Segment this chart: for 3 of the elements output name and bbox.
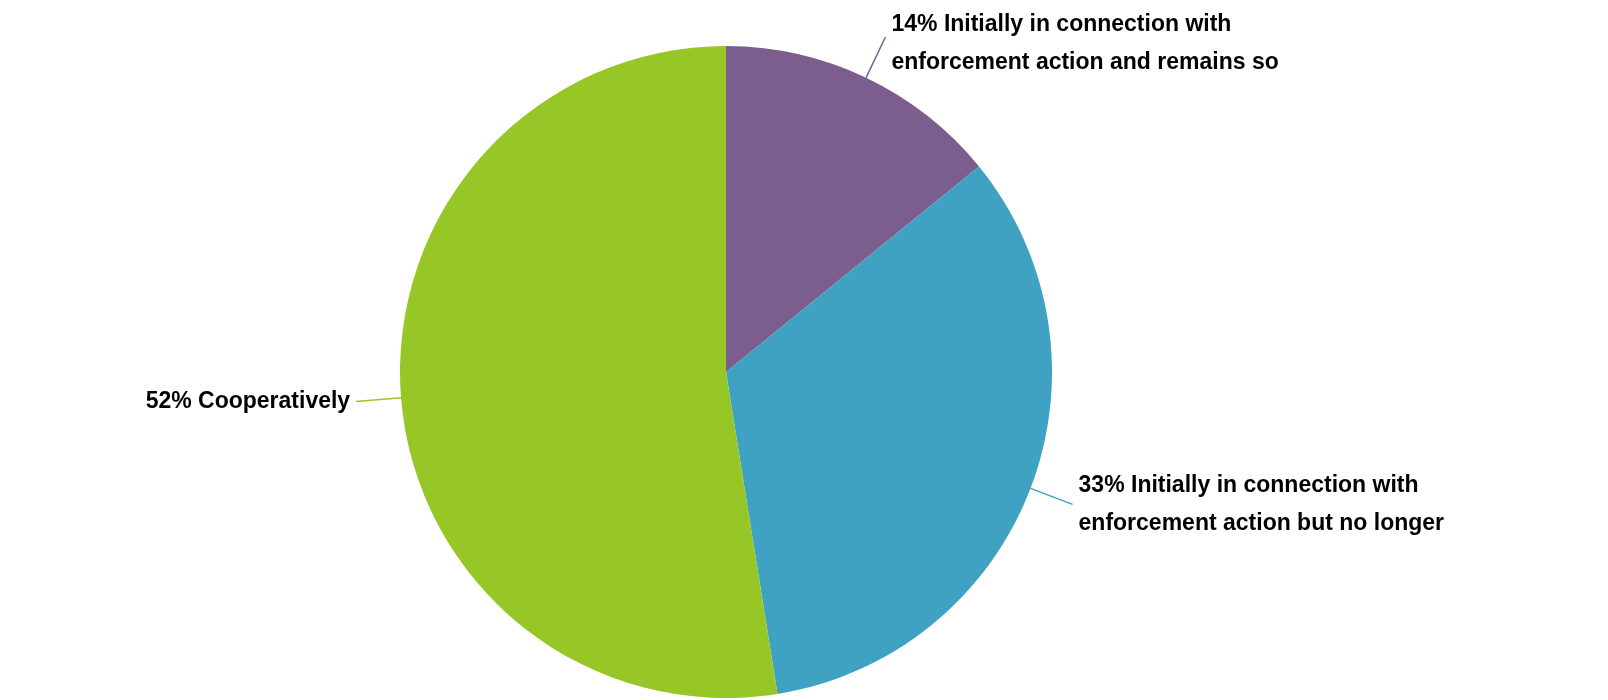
slice-label: 33% Initially in connection with enforcement action but no longer [1078, 471, 1445, 536]
slice-label: 52% Cooperatively [145, 387, 351, 414]
slice-label: 14% Initially in connection with enforcement action and remains so [891, 10, 1279, 74]
